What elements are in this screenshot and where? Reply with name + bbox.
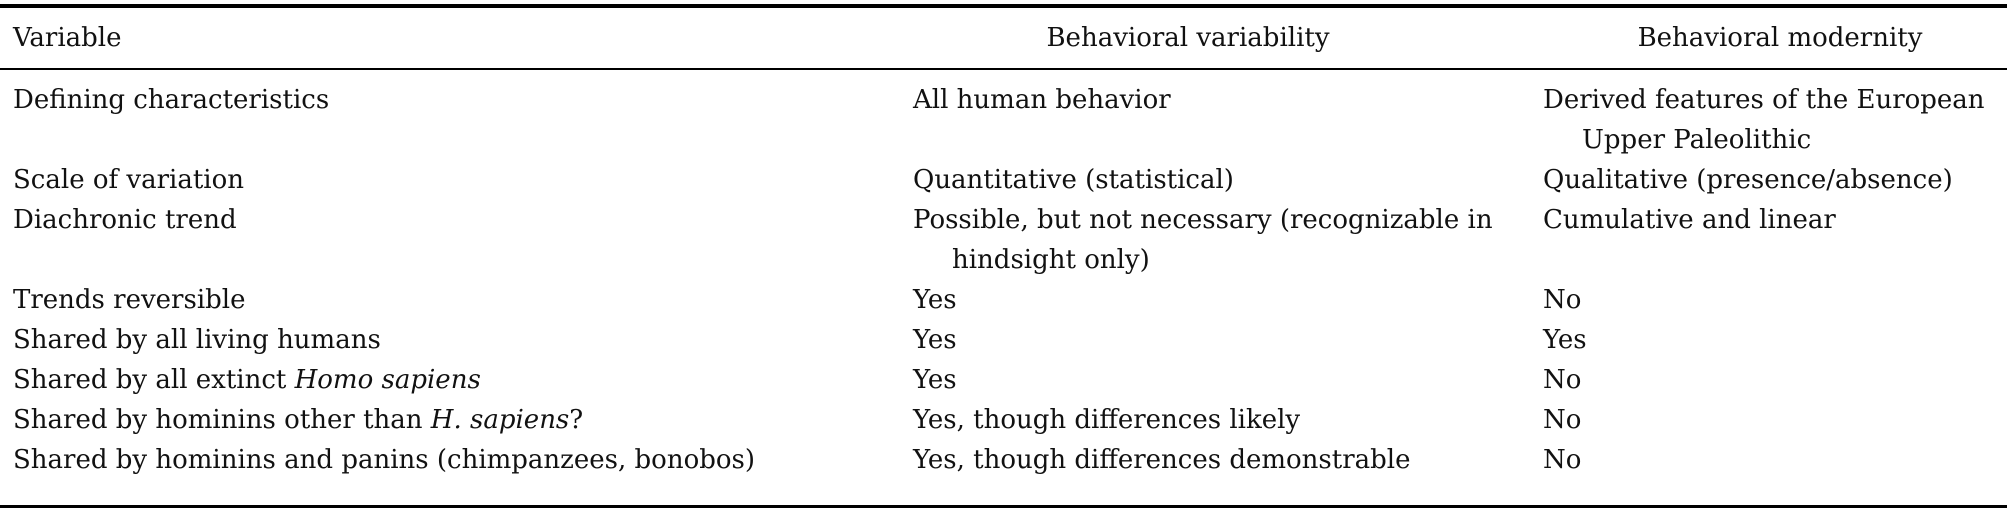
- cell-variable: Defining characteristics: [13, 85, 330, 115]
- cell-modernity: Cumulative and linear: [1543, 205, 1836, 235]
- cell-variability: All human behavior: [913, 85, 1171, 115]
- cell-variability: Yes, though differences likely: [913, 405, 1301, 435]
- cell-modernity: No: [1543, 365, 1582, 395]
- cell-variable-prefix: Shared by all extinct: [13, 365, 295, 395]
- table-row: Shared by all extinct Homo sapiens Yes N…: [0, 360, 2007, 400]
- cell-variability: Yes: [913, 365, 957, 395]
- table-row: Scale of variation Quantitative (statist…: [0, 160, 2007, 200]
- cell-variable: Shared by hominins other than H. sapiens…: [0, 400, 913, 440]
- cell-modernity: No: [1543, 445, 1582, 475]
- cell-variability: Yes: [913, 285, 957, 315]
- header-row: Variable Behavioral variability Behavior…: [0, 8, 2007, 68]
- cell-variability: Quantitative (statistical): [913, 165, 1234, 195]
- cell-variability: Yes, though differences demonstrable: [913, 445, 1411, 475]
- cell-variable-italic: H. sapiens: [430, 405, 570, 435]
- cell-modernity: Yes: [1543, 325, 1587, 355]
- table-row: Defining characteristics All human behav…: [0, 68, 2007, 160]
- comparison-table: Variable Behavioral variability Behavior…: [0, 8, 2007, 480]
- cell-modernity: Derived features of the European Upper P…: [1543, 68, 2007, 160]
- table-row: Diachronic trend Possible, but not neces…: [0, 200, 2007, 280]
- cell-variable: Shared by hominins and panins (chimpanze…: [13, 445, 756, 475]
- header-behavioral-variability: Behavioral variability: [1046, 23, 1330, 53]
- cell-variable: Trends reversible: [13, 285, 246, 315]
- cell-variability-text: Possible, but not necessary (recognizabl…: [913, 205, 1493, 275]
- cell-variable: Diachronic trend: [13, 205, 237, 235]
- table-row: Trends reversible Yes No: [0, 280, 2007, 320]
- cell-modernity: Qualitative (presence/absence): [1543, 165, 1953, 195]
- cell-variability: Yes: [913, 325, 957, 355]
- cell-modernity: No: [1543, 405, 1582, 435]
- cell-variable: Scale of variation: [13, 165, 244, 195]
- cell-variability: Possible, but not necessary (recognizabl…: [913, 200, 1543, 280]
- header-rule: [0, 68, 2007, 70]
- cell-modernity-text: Derived features of the European Upper P…: [1543, 85, 1985, 155]
- table-row: Shared by hominins other than H. sapiens…: [0, 400, 2007, 440]
- table-row: Shared by all living humans Yes Yes: [0, 320, 2007, 360]
- cell-variable-prefix: Shared by hominins other than: [13, 405, 431, 435]
- bottom-rule: [0, 505, 2007, 508]
- cell-variable-suffix: ?: [569, 405, 584, 435]
- cell-variable-italic: Homo sapiens: [294, 365, 481, 395]
- header-variable: Variable: [13, 23, 122, 53]
- cell-variable: Shared by all living humans: [13, 325, 381, 355]
- header-behavioral-modernity: Behavioral modernity: [1637, 23, 1923, 53]
- cell-modernity: No: [1543, 285, 1582, 315]
- table-row: Shared by hominins and panins (chimpanze…: [0, 440, 2007, 480]
- top-rule: [0, 4, 2007, 8]
- cell-variable: Shared by all extinct Homo sapiens: [0, 360, 913, 400]
